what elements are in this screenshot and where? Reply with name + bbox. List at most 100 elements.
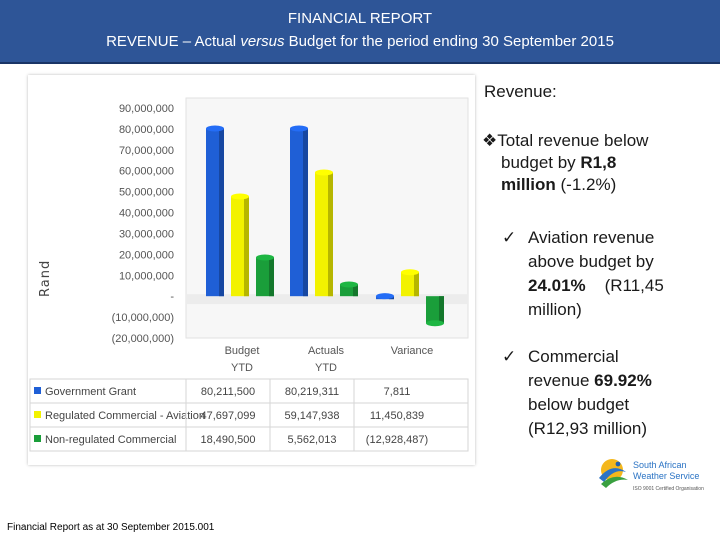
y-tick-label: 40,000,000 <box>119 208 174 220</box>
bar-shade <box>353 284 358 297</box>
table-value: 7,811 <box>384 386 411 398</box>
bar <box>290 125 308 297</box>
report-subtitle: REVENUE – Actual versus Budget for the p… <box>0 32 720 52</box>
bar <box>340 281 358 297</box>
bar-shade <box>414 272 419 297</box>
y-tick-label: (10,000,000) <box>112 312 174 324</box>
slide-header: FINANCIAL REPORT REVENUE – Actual versus… <box>0 0 720 64</box>
check-icon: ✓ <box>502 347 517 366</box>
bar <box>401 269 419 297</box>
bar-cap <box>290 125 308 132</box>
bar-shade <box>219 128 224 297</box>
bar-cap <box>376 293 394 300</box>
aviation-percent: 24.01% <box>528 276 586 295</box>
legend-label: Regulated Commercial - Aviation <box>45 410 205 422</box>
table-value: 18,490,500 <box>200 434 255 446</box>
bar <box>206 125 224 297</box>
legend-label: Non-regulated Commercial <box>45 434 176 446</box>
total-percent: (-1.2%) <box>555 175 617 194</box>
table-value: 80,219,311 <box>285 386 339 398</box>
aviation-bullet: ✓ Aviation revenue above budget by 24.01… <box>502 226 712 322</box>
bar-cap <box>401 269 419 276</box>
y-tick-label: 20,000,000 <box>119 249 174 261</box>
y-tick-label: 30,000,000 <box>119 228 174 240</box>
chart-floor <box>186 294 468 305</box>
bar-shade <box>439 296 444 324</box>
category-label: YTD <box>315 362 337 374</box>
revenue-heading: Revenue: <box>484 82 557 101</box>
saws-logo: South African Weather Service ISO 9001 C… <box>599 459 704 492</box>
commercial-line1: Commercial <box>528 347 619 366</box>
logo-line2: Weather Service <box>633 471 699 481</box>
y-tick-label: 80,000,000 <box>119 124 174 136</box>
bar <box>315 169 333 297</box>
bar <box>231 193 249 297</box>
commercial-line3: below budget <box>528 395 630 414</box>
bar-cap <box>231 193 249 200</box>
bar-shade <box>269 257 274 297</box>
category-label: Actuals <box>308 345 345 357</box>
table-value: 5,562,013 <box>288 434 337 446</box>
legend-swatch <box>34 435 41 442</box>
bar-cap <box>315 169 333 176</box>
y-tick-label: (20,000,000) <box>112 333 174 345</box>
total-line1: Total revenue below <box>497 131 649 150</box>
total-line2: budget by R1,8 <box>482 152 712 174</box>
commercial-line2-pre: revenue <box>528 371 595 390</box>
bar-cap <box>206 125 224 132</box>
check-icon: ✓ <box>502 228 517 247</box>
bar-shade <box>244 196 249 297</box>
total-revenue-bullet: ❖Total revenue below budget by R1,8 mill… <box>482 130 712 196</box>
category-label: Budget <box>225 345 260 357</box>
subtitle-prefix: REVENUE – Actual <box>106 33 241 50</box>
total-line3: million (-1.2%) <box>482 174 712 196</box>
table-row <box>29 426 469 452</box>
commercial-percent: 69.92% <box>594 371 652 390</box>
subtitle-italic: versus <box>240 33 285 50</box>
aviation-line2: above budget by <box>528 252 654 271</box>
table-value: 80,211,500 <box>201 386 255 398</box>
bar-cap <box>340 281 358 288</box>
total-amount: R1,8 <box>580 153 617 172</box>
bar-body <box>340 284 358 297</box>
bar-shade <box>328 172 333 297</box>
y-tick-label: 90,000,000 <box>119 103 174 115</box>
bar <box>426 296 444 327</box>
legend-swatch <box>34 387 41 394</box>
table-value: 59,147,938 <box>284 410 339 422</box>
total-amount-unit: million <box>501 175 556 194</box>
legend-swatch <box>34 411 41 418</box>
bar-cap <box>256 254 274 261</box>
diamond-bullet-icon: ❖ <box>482 131 498 150</box>
aviation-line4: million) <box>528 300 582 319</box>
aviation-amount: (R11,45 <box>585 276 664 295</box>
revenue-chart-panel: 90,000,000 80,000,000 70,000,000 60,000,000… <box>28 75 475 465</box>
y-axis-label: Rand <box>38 259 53 297</box>
revenue-chart: 90,000,000 80,000,000 70,000,000 60,000,000… <box>29 97 469 452</box>
y-tick-label: 50,000,000 <box>119 187 174 199</box>
table-value: 47,697,099 <box>200 410 255 422</box>
sun-swirl-icon <box>599 459 628 488</box>
bar <box>376 293 394 300</box>
aviation-line1: Aviation revenue <box>528 228 655 247</box>
y-tick-label: - <box>170 291 174 303</box>
report-title: FINANCIAL REPORT <box>287 10 433 27</box>
bar <box>256 254 274 297</box>
footer-note: Financial Report as at 30 September 2015… <box>7 522 215 533</box>
legend-label: Government Grant <box>45 386 136 398</box>
bar-shade <box>303 128 308 297</box>
total-line2-pre: budget by <box>501 153 581 172</box>
table-value: (12,928,487) <box>366 434 428 446</box>
logo-line3: ISO 9001 Certified Organisation <box>633 486 704 492</box>
commercial-line2: revenue 69.92% <box>502 369 712 393</box>
category-label: Variance <box>391 345 434 357</box>
logo-line1: South African <box>633 460 687 470</box>
y-tick-label: 10,000,000 <box>119 270 174 282</box>
commercial-line4: (R12,93 million) <box>528 419 648 438</box>
aviation-line3: 24.01% (R11,45 <box>502 274 712 298</box>
subtitle-suffix: Budget for the period ending 30 Septembe… <box>284 33 614 50</box>
table-value: 11,450,839 <box>370 410 424 422</box>
commercial-bullet: ✓ Commercial revenue 69.92% below budget… <box>502 345 712 441</box>
y-tick-label: 70,000,000 <box>119 145 174 157</box>
bar-cap <box>426 320 444 327</box>
